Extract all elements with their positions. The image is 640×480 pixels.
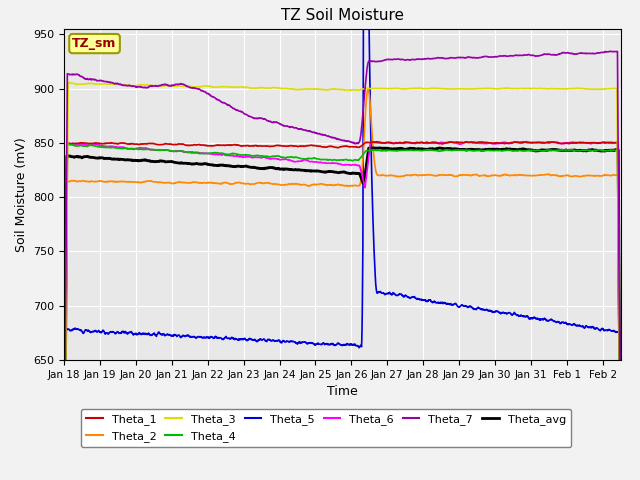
Theta_7 [600, 49, 608, 55]
Theta_4 [499, 148, 506, 154]
Theta_3 [316, 86, 324, 92]
Theta_4 [316, 156, 324, 162]
Theta_7 [499, 53, 506, 59]
Theta_7 [88, 76, 96, 82]
Line: Theta_2: Theta_2 [64, 90, 621, 480]
Theta_5 [88, 329, 96, 335]
Line: Theta_avg: Theta_avg [64, 148, 621, 480]
Line: Theta_6: Theta_6 [64, 142, 621, 480]
Theta_4 [89, 143, 97, 148]
Theta_7 [316, 131, 324, 137]
Theta_7 [606, 48, 614, 54]
Theta_3 [89, 81, 97, 86]
Theta_6 [601, 140, 609, 146]
Theta_2 [364, 87, 372, 93]
Line: Theta_4: Theta_4 [64, 144, 621, 480]
Theta_7 [601, 49, 609, 55]
Theta_avg [331, 169, 339, 175]
Theta_5 [316, 341, 324, 347]
Theta_3 [499, 85, 506, 91]
Theta_4 [601, 148, 609, 154]
Theta_5 [331, 342, 339, 348]
Theta_5 [601, 327, 609, 333]
Theta_2 [316, 181, 324, 187]
Line: Theta_1: Theta_1 [64, 142, 621, 480]
Theta_1 [601, 140, 609, 145]
Theta_avg [88, 155, 96, 160]
Theta_3 [331, 86, 339, 92]
Theta_6 [316, 159, 324, 165]
Theta_6 [499, 140, 506, 145]
Theta_6 [601, 140, 609, 146]
Line: Theta_5: Theta_5 [64, 0, 621, 480]
Theta_3 [65, 80, 72, 85]
Theta_2 [88, 179, 96, 184]
Theta_1 [499, 140, 506, 146]
Theta_2 [499, 172, 506, 178]
Theta_avg [499, 146, 506, 152]
Theta_3 [601, 86, 609, 92]
Theta_2 [601, 172, 609, 178]
Theta_avg [316, 168, 324, 174]
Theta_1 [316, 143, 324, 149]
Theta_3 [601, 86, 609, 92]
Title: TZ Soil Moisture: TZ Soil Moisture [281, 9, 404, 24]
Theta_4 [331, 157, 339, 163]
Theta_6 [88, 142, 96, 148]
Theta_avg [367, 145, 375, 151]
Theta_2 [331, 182, 339, 188]
Text: TZ_sm: TZ_sm [72, 37, 116, 50]
Theta_avg [601, 148, 609, 154]
Theta_1 [372, 139, 380, 144]
Line: Theta_7: Theta_7 [64, 51, 621, 480]
Theta_1 [88, 141, 96, 146]
X-axis label: Time: Time [327, 385, 358, 398]
Theta_6 [331, 160, 339, 166]
Theta_avg [601, 148, 609, 154]
Theta_6 [522, 139, 530, 144]
Theta_4 [601, 148, 609, 154]
Theta_4 [65, 142, 72, 147]
Theta_1 [331, 144, 339, 150]
Legend: Theta_1, Theta_2, Theta_3, Theta_4, Theta_5, Theta_6, Theta_7, Theta_avg: Theta_1, Theta_2, Theta_3, Theta_4, Thet… [81, 408, 572, 447]
Theta_7 [331, 135, 339, 141]
Theta_1 [601, 140, 609, 145]
Theta_2 [601, 172, 609, 178]
Line: Theta_3: Theta_3 [64, 83, 621, 480]
Theta_5 [601, 327, 609, 333]
Y-axis label: Soil Moisture (mV): Soil Moisture (mV) [15, 137, 28, 252]
Theta_5 [499, 310, 506, 315]
